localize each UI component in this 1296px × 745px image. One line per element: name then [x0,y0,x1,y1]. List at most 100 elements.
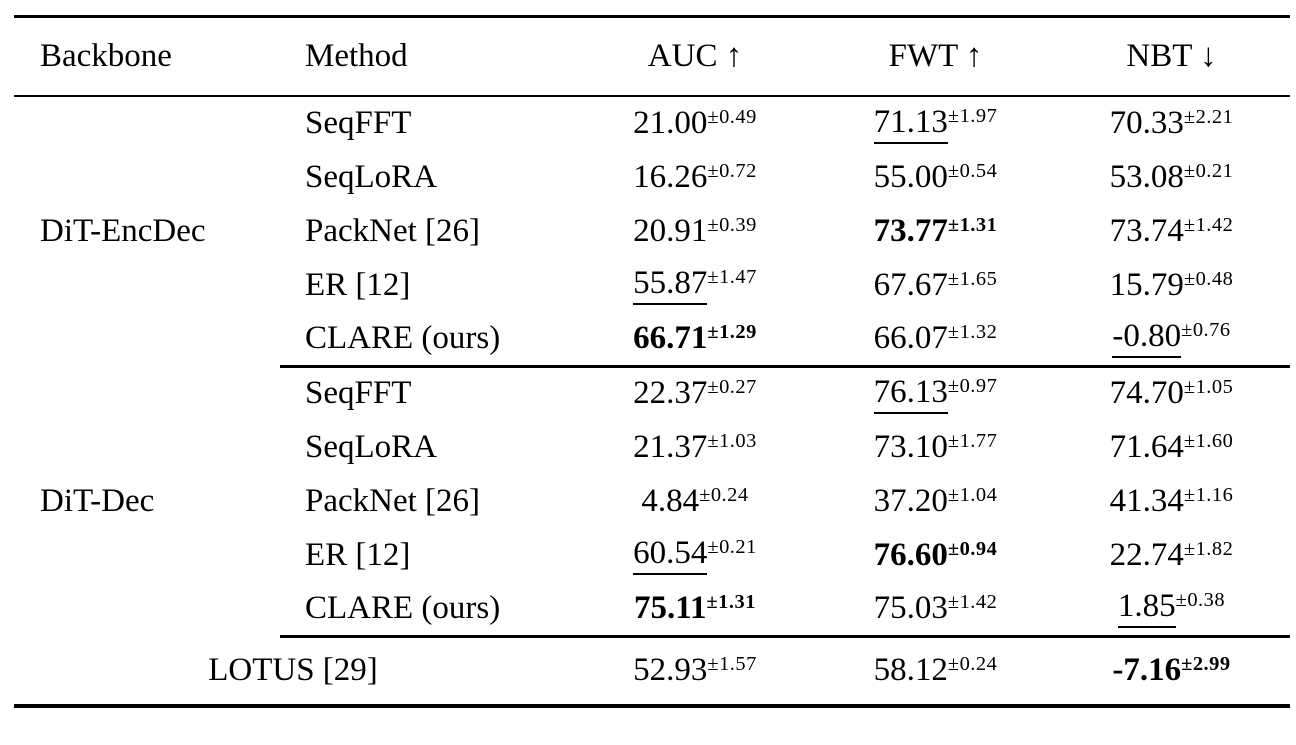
metric-error: ±0.54 [947,159,998,182]
table-row: PackNet [26] 20.91±0.39 73.77±1.31 73.74… [14,204,1290,258]
fwt-cell: 75.03±1.42 [818,582,1053,638]
nbt-cell: 73.74±1.42 [1053,204,1290,258]
metric-value: 21.37 [633,428,708,465]
metric-value: 73.10 [873,428,948,465]
fwt-cell: 73.10±1.77 [818,420,1053,474]
metric-value: 22.37 [633,375,708,412]
backbone-cell: DiT-EncDec [40,213,206,249]
metric-value: -0.80 [1112,320,1182,359]
metric-value: 71.13 [873,105,948,144]
metric-value: 75.03 [873,589,948,626]
metric-error: ±1.65 [947,267,998,290]
metric-value: 55.00 [873,158,948,195]
method-cell: SeqFFT [305,105,412,141]
metric-error: ±1.04 [947,483,998,506]
metric-error: ±0.27 [707,376,757,399]
fwt-cell: 73.77±1.31 [818,204,1053,258]
metric-error: ±0.49 [707,105,757,128]
table-header: Backbone Method AUC ↑ FWT ↑ NBT ↓ [14,15,1290,97]
fwt-cell: 66.07±1.32 [818,312,1053,368]
nbt-cell: 70.33±2.21 [1053,96,1290,150]
metric-value: 41.34 [1109,482,1184,519]
metric-value: 75.11 [634,589,707,626]
group-dit-encdec: DiT-EncDec SeqFFT 21.00±0.49 71.13±1.97 … [14,96,1290,368]
metric-value: -7.16 [1112,652,1182,689]
metric-value: 21.00 [633,105,708,141]
metric-value: 60.54 [633,537,708,575]
metric-value: 52.93 [633,652,708,689]
method-cell: ER [12] [305,266,411,303]
fwt-cell: 55.00±0.54 [818,150,1053,204]
table-row: SeqLoRA 21.37±1.03 73.10±1.77 71.64±1.60 [14,420,1290,474]
metric-error: ±0.72 [707,159,757,182]
metric-value: 67.67 [873,266,948,303]
metric-error: ±1.47 [707,265,757,288]
nbt-cell: 22.74±1.82 [1053,528,1290,582]
metric-value: 73.74 [1109,212,1184,249]
auc-cell: 16.26±0.72 [572,150,818,204]
method-cell: SeqFFT [305,375,412,412]
nbt-cell: 74.70±1.05 [1053,366,1290,420]
auc-cell: 22.37±0.27 [572,366,818,420]
metric-value: 70.33 [1109,105,1184,141]
nbt-cell: -0.80±0.76 [1053,312,1290,368]
method-cell: PackNet [26] [305,212,481,249]
auc-cell: 75.11±1.31 [572,582,818,638]
method-cell: SeqLoRA [305,158,437,195]
metric-error: ±0.97 [947,374,998,397]
metric-value: 76.60 [873,536,948,573]
metric-error: ±1.31 [947,213,998,236]
method-cell: CLARE (ours) [280,312,572,368]
fwt-cell: 76.60±0.94 [818,528,1053,582]
metric-error: ±1.42 [1183,213,1234,236]
nbt-cell: 1.85±0.38 [1053,582,1290,638]
header-fwt: FWT ↑ [818,15,1053,97]
metric-value: 37.20 [873,482,948,519]
footer-method-cell: LOTUS [29] [14,636,572,708]
fwt-cell: 58.12±0.24 [818,636,1053,708]
table-row: DiT-EncDec SeqFFT 21.00±0.49 71.13±1.97 … [14,96,1290,249]
metric-error: ±2.21 [1183,105,1234,128]
metric-value: 4.84 [641,482,700,519]
metric-error: ±1.42 [947,590,998,613]
method-cell: ER [12] [305,536,411,573]
metric-error: ±0.76 [1181,319,1231,342]
auc-cell: 66.71±1.29 [572,312,818,368]
metric-error: ±1.16 [1183,483,1234,506]
auc-cell: 60.54±0.21 [572,528,818,582]
metric-error: ±1.29 [707,320,757,343]
metric-error: ±1.31 [706,590,756,613]
metric-error: ±0.24 [699,483,749,506]
metric-value: 66.07 [873,319,948,356]
metric-value: 76.13 [873,375,948,414]
auc-cell: 4.84±0.24 [572,474,818,528]
auc-cell: 21.37±1.03 [572,420,818,474]
fwt-cell: 76.13±0.97 [818,366,1053,420]
nbt-cell: -7.16±2.99 [1053,636,1290,708]
metric-value: 15.79 [1109,266,1184,303]
nbt-cell: 41.34±1.16 [1053,474,1290,528]
metric-value: 73.77 [873,212,948,249]
header-backbone: Backbone [14,15,280,97]
metric-error: ±1.05 [1183,376,1234,399]
metric-value: 74.70 [1109,375,1184,412]
results-table: Backbone Method AUC ↑ FWT ↑ NBT ↓ DiT-En… [14,15,1290,708]
table-row: PackNet [26] 4.84±0.24 37.20±1.04 41.34±… [14,474,1290,528]
metric-error: ±0.48 [1183,267,1234,290]
nbt-cell: 15.79±0.48 [1053,258,1290,312]
header-nbt: NBT ↓ [1053,15,1290,97]
metric-value: 55.87 [633,267,708,305]
metric-value: 53.08 [1109,158,1184,195]
fwt-cell: 67.67±1.65 [818,258,1053,312]
header-method: Method [280,15,572,97]
metric-value: 22.74 [1109,536,1184,573]
metric-error: ±0.24 [947,653,998,676]
metric-error: ±1.32 [947,320,998,343]
metric-value: 66.71 [633,319,708,356]
metric-error: ±1.82 [1183,537,1234,560]
table-row: CLARE (ours) 75.11±1.31 75.03±1.42 1.85±… [14,582,1290,638]
metric-value: 58.12 [873,652,948,689]
group-dit-dec: DiT-Dec SeqFFT 22.37±0.27 76.13±0.97 74.… [14,366,1290,638]
table-row: ER [12] 55.87±1.47 67.67±1.65 15.79±0.48 [14,258,1290,312]
backbone-cell: DiT-Dec [40,482,155,519]
